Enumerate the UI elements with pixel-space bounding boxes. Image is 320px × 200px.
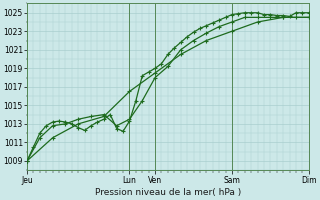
X-axis label: Pression niveau de la mer( hPa ): Pression niveau de la mer( hPa ) bbox=[95, 188, 241, 197]
